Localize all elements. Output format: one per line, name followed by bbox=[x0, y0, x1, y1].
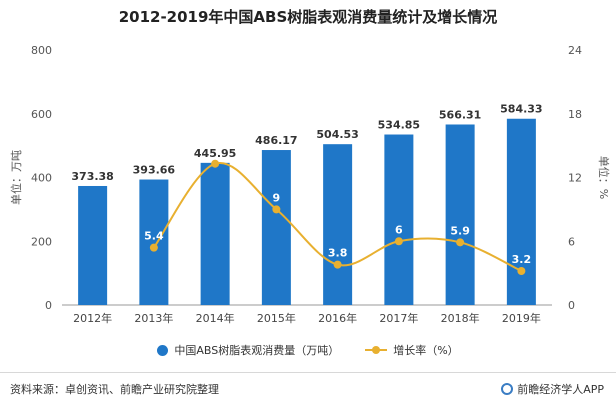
growth-point bbox=[211, 159, 220, 168]
legend-item-consumption: 中国ABS树脂表观消费量（万吨） bbox=[157, 342, 339, 358]
source-note: 资料来源：卓创资讯、前瞻产业研究院整理 bbox=[10, 383, 219, 396]
bar-value-label: 373.38 bbox=[71, 170, 113, 183]
bar-value-label: 584.33 bbox=[500, 103, 542, 116]
bar bbox=[384, 134, 414, 305]
y-tick-label: 600 bbox=[31, 108, 52, 121]
y2-tick-label: 24 bbox=[568, 44, 582, 57]
brand-name: 前瞻经济学人APP bbox=[517, 383, 604, 396]
growth-point bbox=[149, 243, 158, 252]
y2-axis-label: 单位：% bbox=[597, 156, 611, 199]
bar-value-label: 486.17 bbox=[255, 134, 297, 147]
bar bbox=[200, 162, 230, 305]
x-tick-label: 2012年 bbox=[73, 311, 112, 325]
y-axis-label: 单位：万吨 bbox=[9, 150, 23, 205]
growth-point bbox=[272, 205, 281, 214]
footer: 资料来源：卓创资讯、前瞻产业研究院整理 前瞻经济学人APP bbox=[0, 372, 616, 404]
growth-value-label: 5.9 bbox=[450, 224, 470, 237]
chart-legend: 中国ABS树脂表观消费量（万吨） 增长率（%） bbox=[0, 342, 616, 358]
y2-tick-label: 6 bbox=[568, 235, 575, 248]
legend-label-consumption: 中国ABS树脂表观消费量（万吨） bbox=[174, 344, 340, 357]
y2-tick-label: 18 bbox=[568, 108, 582, 121]
x-tick-label: 2019年 bbox=[502, 311, 541, 325]
growth-point bbox=[456, 238, 465, 247]
growth-point bbox=[333, 260, 342, 269]
y2-tick-label: 12 bbox=[568, 172, 582, 185]
y-tick-label: 0 bbox=[45, 299, 52, 312]
bar-value-label: 534.85 bbox=[378, 119, 420, 132]
legend-line-swatch bbox=[365, 345, 388, 355]
y-tick-label: 400 bbox=[31, 172, 52, 185]
brand: 前瞻经济学人APP bbox=[501, 381, 604, 397]
bar bbox=[506, 118, 536, 305]
bar bbox=[261, 150, 291, 305]
growth-value-label: 9 bbox=[273, 191, 281, 204]
growth-value-label: 5.4 bbox=[144, 230, 164, 243]
y-tick-label: 200 bbox=[31, 235, 52, 248]
x-tick-label: 2017年 bbox=[379, 311, 418, 325]
growth-value-label: 6 bbox=[395, 223, 403, 236]
x-tick-label: 2016年 bbox=[318, 311, 357, 325]
bar bbox=[323, 144, 353, 305]
growth-value-label: 3.2 bbox=[512, 253, 532, 266]
x-tick-label: 2018年 bbox=[441, 311, 480, 325]
y-tick-label: 800 bbox=[31, 44, 52, 57]
bar-value-label: 504.53 bbox=[316, 128, 358, 141]
bar bbox=[139, 179, 169, 305]
x-tick-label: 2015年 bbox=[257, 311, 296, 325]
x-tick-label: 2014年 bbox=[196, 311, 235, 325]
chart-title: 2012-2019年中国ABS树脂表观消费量统计及增长情况 bbox=[118, 8, 498, 26]
bar-value-label: 445.95 bbox=[194, 147, 236, 160]
bar-value-label: 566.31 bbox=[439, 108, 481, 121]
chart-svg: 0 200 400 600 800 0 6 12 18 24 单位：万吨 单位：% 2012年 2013年… bbox=[9, 44, 611, 325]
bar bbox=[78, 185, 108, 305]
growth-point bbox=[517, 267, 526, 275]
bar-value-label: 393.66 bbox=[133, 164, 176, 177]
legend-bar-swatch bbox=[157, 344, 169, 356]
growth-value-label: 3.8 bbox=[328, 247, 348, 260]
growth-point bbox=[394, 237, 403, 246]
brand-logo-icon bbox=[501, 383, 514, 395]
x-tick-label: 2013年 bbox=[134, 311, 173, 325]
y2-tick-label: 0 bbox=[568, 299, 575, 312]
legend-label-growth: 增长率（%） bbox=[393, 344, 459, 357]
bar bbox=[445, 124, 475, 306]
legend-item-growth: 增长率（%） bbox=[365, 342, 459, 358]
